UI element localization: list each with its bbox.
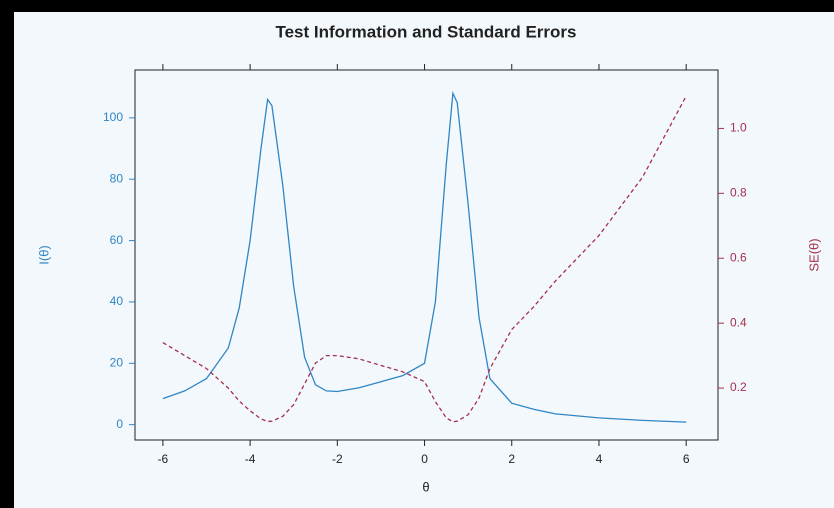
y2-tick-label: 0.6 (730, 250, 747, 264)
y-tick-label: 20 (110, 355, 124, 369)
y-tick-label: 60 (110, 233, 124, 247)
y-tick-label: 40 (110, 294, 124, 308)
y2-tick-label: 0.4 (730, 315, 747, 329)
x-tick-label: 4 (596, 452, 603, 466)
x-tick-label: 0 (421, 452, 428, 466)
x-tick-label: -6 (158, 452, 169, 466)
x-tick-label: -2 (332, 452, 343, 466)
y-tick-label: 80 (110, 171, 124, 185)
x-tick-label: -4 (245, 452, 256, 466)
x-tick-label: 6 (683, 452, 690, 466)
y2-tick-label: 1.0 (730, 121, 747, 135)
y-axis-label: I(θ) (36, 245, 51, 265)
y2-axis-label: SE(θ) (806, 238, 821, 271)
x-tick-label: 2 (508, 452, 515, 466)
y-tick-label: 0 (116, 417, 123, 431)
y2-tick-label: 0.8 (730, 186, 747, 200)
y2-tick-label: 0.2 (730, 380, 747, 394)
frame-top (0, 0, 834, 12)
x-axis-label: θ (422, 479, 429, 494)
frame-left (0, 0, 14, 508)
background (0, 0, 834, 508)
y-tick-label: 100 (103, 110, 123, 124)
chart-title: Test Information and Standard Errors (275, 22, 576, 41)
chart: Test Information and Standard Errors θ I… (0, 0, 834, 508)
